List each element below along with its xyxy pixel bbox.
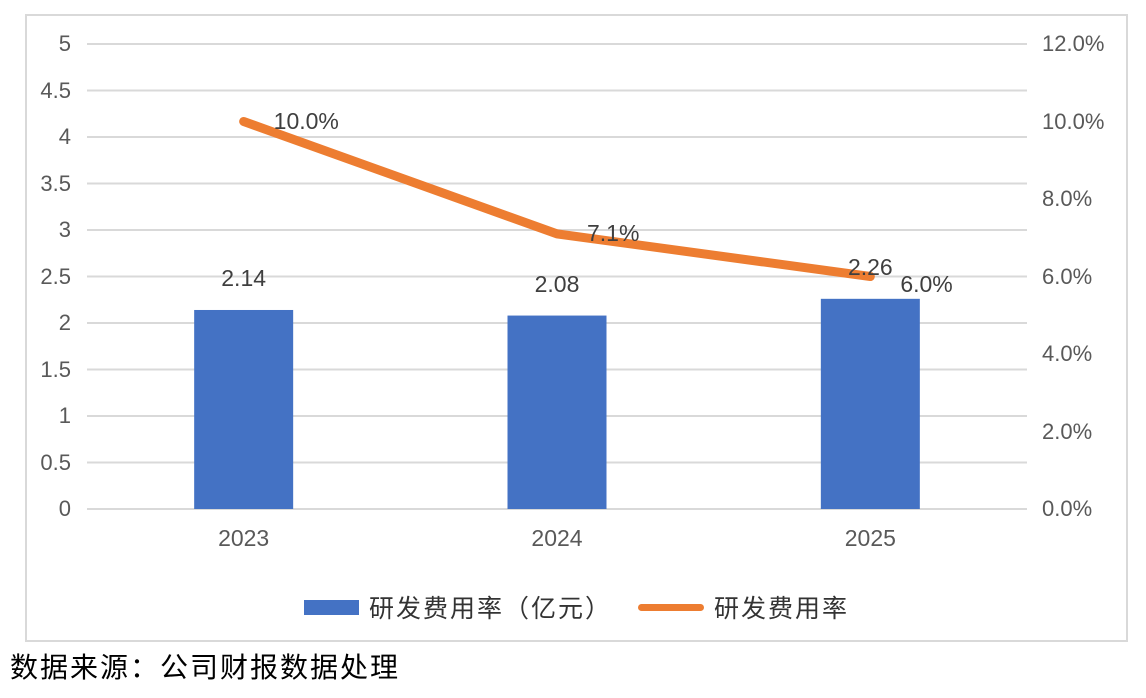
y-axis-right-tick-label: 0.0%	[1042, 496, 1093, 521]
y-axis-right-tick-label: 6.0%	[1042, 263, 1093, 289]
x-axis-tick-label: 2025	[844, 525, 896, 551]
y-axis-left-tick-label: 4.5	[40, 77, 71, 103]
x-axis-tick-label: 2024	[531, 525, 583, 551]
bar-data-label: 2.08	[534, 270, 580, 297]
y-axis-left-tick-label: 3	[58, 217, 71, 242]
bar-data-label: 2.14	[221, 264, 267, 291]
y-axis-left-tick-label: 0	[58, 496, 71, 521]
y-axis-left-tick-label: 4	[58, 124, 71, 149]
y-axis-right-tick-label: 10.0%	[1042, 108, 1105, 134]
y-axis-left-tick-label: 2	[58, 310, 71, 335]
bar	[194, 309, 294, 509]
bar	[820, 298, 920, 509]
combo-chart-frame: 5 4.5 4 3.5 3 2.5 2 1.5 1 0.5 0 12.0% 10.0% 8.0% 6.0% 4…	[25, 14, 1128, 642]
y-axis-right-tick-label: 8.0%	[1042, 186, 1093, 211]
y-axis-right-tick-label: 12.0%	[1042, 31, 1105, 56]
legend-bar-label: 研发费用率（亿元）	[368, 596, 612, 623]
line-data-label: 7.1%	[587, 219, 640, 246]
legend-line-swatch-icon	[638, 603, 704, 611]
line-data-label: 6.0%	[900, 270, 953, 297]
y-axis-left-tick-label: 1.5	[40, 356, 71, 382]
y-axis-left-tick-label: 1	[58, 403, 71, 428]
legend-bar-swatch-icon	[303, 599, 359, 615]
chart-legend: 研发费用率（亿元） 研发费用率	[27, 590, 1126, 624]
y-axis-left-tick-label: 3.5	[40, 170, 71, 196]
line-series	[239, 117, 875, 281]
y-axis-left-tick-label: 5	[58, 31, 71, 56]
y-axis-right-tick-label: 2.0%	[1042, 418, 1093, 444]
plot-area	[87, 43, 1027, 510]
legend-line-label: 研发费用率	[714, 596, 850, 623]
line-data-label: 10.0%	[273, 107, 339, 134]
bar-data-label: 2.26	[847, 253, 893, 280]
y-axis-left-tick-label: 0.5	[40, 449, 71, 475]
y-axis-left-tick-label: 2.5	[40, 263, 71, 289]
x-axis-tick-label: 2023	[218, 525, 270, 551]
bar	[507, 315, 607, 509]
y-axis-right-tick-label: 4.0%	[1042, 341, 1093, 366]
source-caption: 数据来源：公司财报数据处理	[10, 653, 401, 684]
